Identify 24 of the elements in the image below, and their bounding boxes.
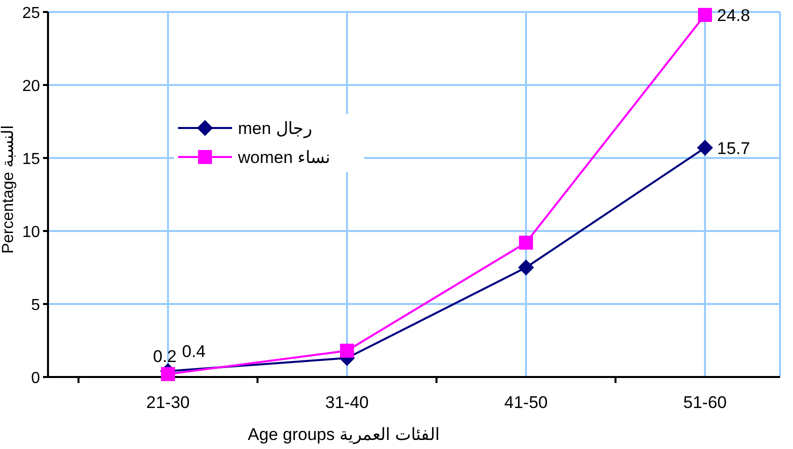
x-tick-label: 51-60 [683, 393, 727, 412]
y-tick-label: 5 [31, 297, 40, 314]
point [519, 236, 533, 250]
point [518, 260, 534, 276]
point [697, 140, 713, 156]
data-label: 15.7 [717, 138, 750, 158]
x-tick-label: 31-40 [325, 393, 369, 412]
point [340, 344, 354, 358]
y-tick-label: 10 [22, 224, 40, 241]
y-tick-label: 15 [22, 151, 40, 168]
data-label: 0.4 [182, 342, 206, 362]
point [161, 367, 175, 382]
x-tick-label: 21-30 [146, 393, 190, 412]
x-tick-label: 41-50 [504, 393, 548, 412]
legend-label: women نساء [237, 148, 331, 167]
legend-label: men رجال [238, 119, 312, 139]
x-axis-title: Age groups الفئات العمرية [248, 425, 440, 445]
y-tick-label: 0 [31, 370, 40, 387]
data-label: 0.2 [153, 347, 177, 366]
y-axis-title: Percentage النسبة [0, 125, 17, 254]
y-tick-label: 25 [22, 5, 40, 22]
y-tick-label: 20 [22, 78, 40, 95]
data-label: 24.8 [717, 6, 750, 25]
point [698, 8, 712, 22]
